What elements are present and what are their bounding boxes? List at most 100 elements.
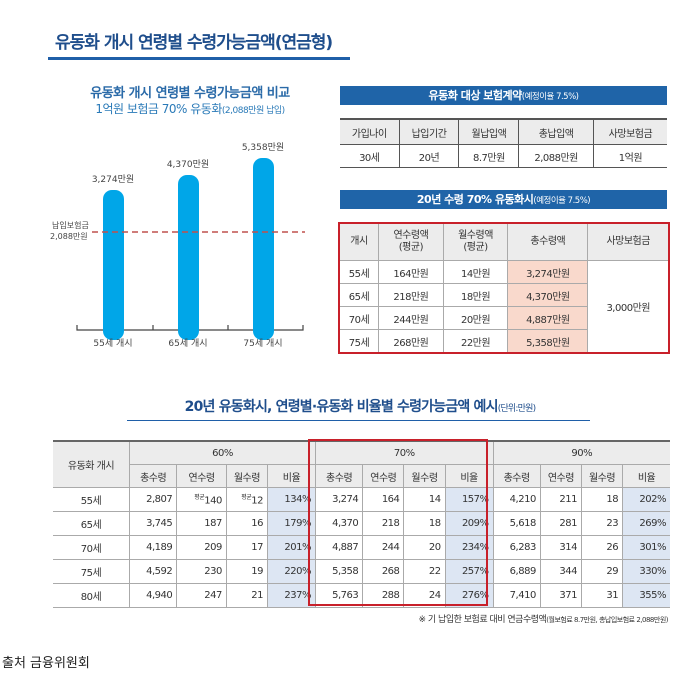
cell-value: 344 <box>559 566 577 577</box>
table3-cell: 234% <box>445 535 494 560</box>
cell-value: 16 <box>251 518 263 529</box>
data-label: 4,370만원 <box>167 159 209 170</box>
table3-cell: 218 <box>362 511 405 536</box>
cell-value: 5,358 <box>332 566 359 577</box>
table2-col-header: 월수령액 (평균) <box>442 222 509 261</box>
table2-cell: 75세 <box>338 329 379 354</box>
cell-value: 218 <box>381 518 400 529</box>
table1-header: 유동화 대상 보험계약(예정이율 7.5%) <box>340 86 667 105</box>
sub-header: 월수령 <box>581 464 624 488</box>
table3-cell: 26 <box>581 535 624 560</box>
table3-cell: 276% <box>445 583 494 608</box>
cell-value: 20 <box>428 542 441 553</box>
sub-header: 비율 <box>622 464 670 488</box>
table3-cell: 평균140 <box>176 487 227 512</box>
group-header: 60% <box>129 441 316 465</box>
bar-base <box>178 320 199 330</box>
table1-title: 유동화 대상 보험계약 <box>428 89 523 102</box>
table3-cell: 301% <box>622 535 670 560</box>
cell-value: 4,592 <box>146 566 173 577</box>
page-title: 유동화 개시 연령별 수령가능금액(연금형) <box>55 33 333 53</box>
table1-col-header: 사망보험금 <box>593 119 667 145</box>
table3-cell: 211 <box>540 487 582 512</box>
table3-group-row: 유동화 개시 60% 70% 90% <box>53 441 670 488</box>
cell-value: 230 <box>204 566 222 577</box>
table3-cell: 5,358 <box>315 559 364 584</box>
chart-subtitle-main: 1억원 보험금 70% 유동화 <box>95 102 222 116</box>
table3-cell: 3,274 <box>315 487 364 512</box>
cell-value: 5,618 <box>509 518 537 529</box>
table2-col-header: 총수령액 <box>507 222 589 261</box>
category-label: 55세 개시 <box>93 338 132 349</box>
footnote-detail: (월보험료 8.7만원, 총납입보험료 2,088만원) <box>546 616 668 624</box>
table3-cell: 24 <box>403 583 446 608</box>
death-benefit-cell: 3,000만원 <box>587 260 670 354</box>
bar-0 <box>103 190 124 340</box>
average-mark: 평균 <box>194 494 205 502</box>
table2-header: 20년 수령 70% 유동화시(예정이율 7.5%) <box>340 190 667 209</box>
row-header: 유동화 개시 <box>53 441 130 488</box>
cell-value: 14 <box>428 494 441 505</box>
table1-cell: 8.7만원 <box>458 144 520 168</box>
table3-cell: 18 <box>581 487 624 512</box>
contract-table: 가입나이 납입기간 월납입액 총납입액 사망보험금 30세 20년 8.7만원 2,088만원 1… <box>340 118 667 168</box>
table3-cell: 244 <box>362 535 405 560</box>
cell-value: 4,887 <box>332 542 359 553</box>
table3-cell: 257% <box>445 559 494 584</box>
sub-header: 연수령 <box>362 464 405 488</box>
cell-value: 18 <box>606 494 619 505</box>
table2-cell: 4,887만원 <box>507 306 589 330</box>
table3-unit-note: (단위:만원) <box>497 404 536 414</box>
sub-header: 연수령 <box>176 464 227 488</box>
cell-value: 26 <box>606 542 619 553</box>
cell-value: 3,745 <box>146 518 173 529</box>
table3-cell: 164 <box>362 487 405 512</box>
table-row: 65세 3,745 187 16 179% 4,370 218 18 209% 5,618 281 2… <box>53 511 670 536</box>
table3-cell: 18 <box>403 511 446 536</box>
liquidation-70-table: 개시 연수령액 (평균) 월수령액 (평균) 총수령액 사망보험금 55세 164만원 14만원 3… <box>338 222 670 354</box>
table2-cell: 4,370만원 <box>507 283 589 307</box>
cell-value: 18 <box>428 518 441 529</box>
table3-cell: 14 <box>403 487 446 512</box>
chart-title: 유동화 개시 연령별 수령가능금액 비교 <box>90 86 290 101</box>
footnote: ※ 기 납입한 보험료 대비 연금수령액(월보험료 8.7만원, 총납입보험료 … <box>300 612 669 625</box>
cell-value: 202% <box>639 494 666 505</box>
table3-cell: 157% <box>445 487 494 512</box>
table3-cell: 29 <box>581 559 624 584</box>
cell-value: 4,210 <box>509 494 537 505</box>
cell-value: 288 <box>381 590 400 601</box>
cell-value: 17 <box>251 542 263 553</box>
cell-value: 244 <box>381 542 400 553</box>
category-label: 65세 개시 <box>168 338 207 349</box>
table-row: 75세 268만원 22만원 5,358만원 <box>338 329 669 354</box>
table3-cell: 19 <box>226 559 269 584</box>
table3-cell: 268 <box>362 559 405 584</box>
table3-cell: 5,763 <box>315 583 364 608</box>
cell-value: 55세 <box>80 496 102 507</box>
table3-cell: 6,889 <box>493 559 541 584</box>
cell-value: 247 <box>204 590 222 601</box>
table2-cell: 65세 <box>338 283 379 307</box>
title-underline <box>48 57 350 60</box>
table2-cell: 164만원 <box>377 260 444 284</box>
table2-cell: 268만원 <box>377 329 444 354</box>
table3-cell: 371 <box>540 583 582 608</box>
cell-value: 355% <box>639 590 666 601</box>
table1-cell: 1억원 <box>618 152 643 164</box>
bar-2 <box>253 158 274 340</box>
cell-value: 187 <box>204 518 222 529</box>
table2-cell: 20만원 <box>442 306 509 330</box>
cell-value: 330% <box>639 566 666 577</box>
table2-cell: 244만원 <box>377 306 444 330</box>
table1-title-note: (예정이율 7.5%) <box>521 92 579 102</box>
cell-value: 70세 <box>80 544 102 555</box>
table3-cell: 55세 <box>53 487 130 512</box>
cell-value: 257% <box>461 566 489 577</box>
table2-title-note: (예정이율 7.5%) <box>533 196 591 206</box>
table3-cell: 70세 <box>53 535 130 560</box>
table3-cell: 355% <box>622 583 670 608</box>
cell-value: 29 <box>606 566 619 577</box>
table2-cell: 55세 <box>338 260 379 284</box>
table3-cell: 21 <box>226 583 269 608</box>
cell-value: 237% <box>284 590 311 601</box>
